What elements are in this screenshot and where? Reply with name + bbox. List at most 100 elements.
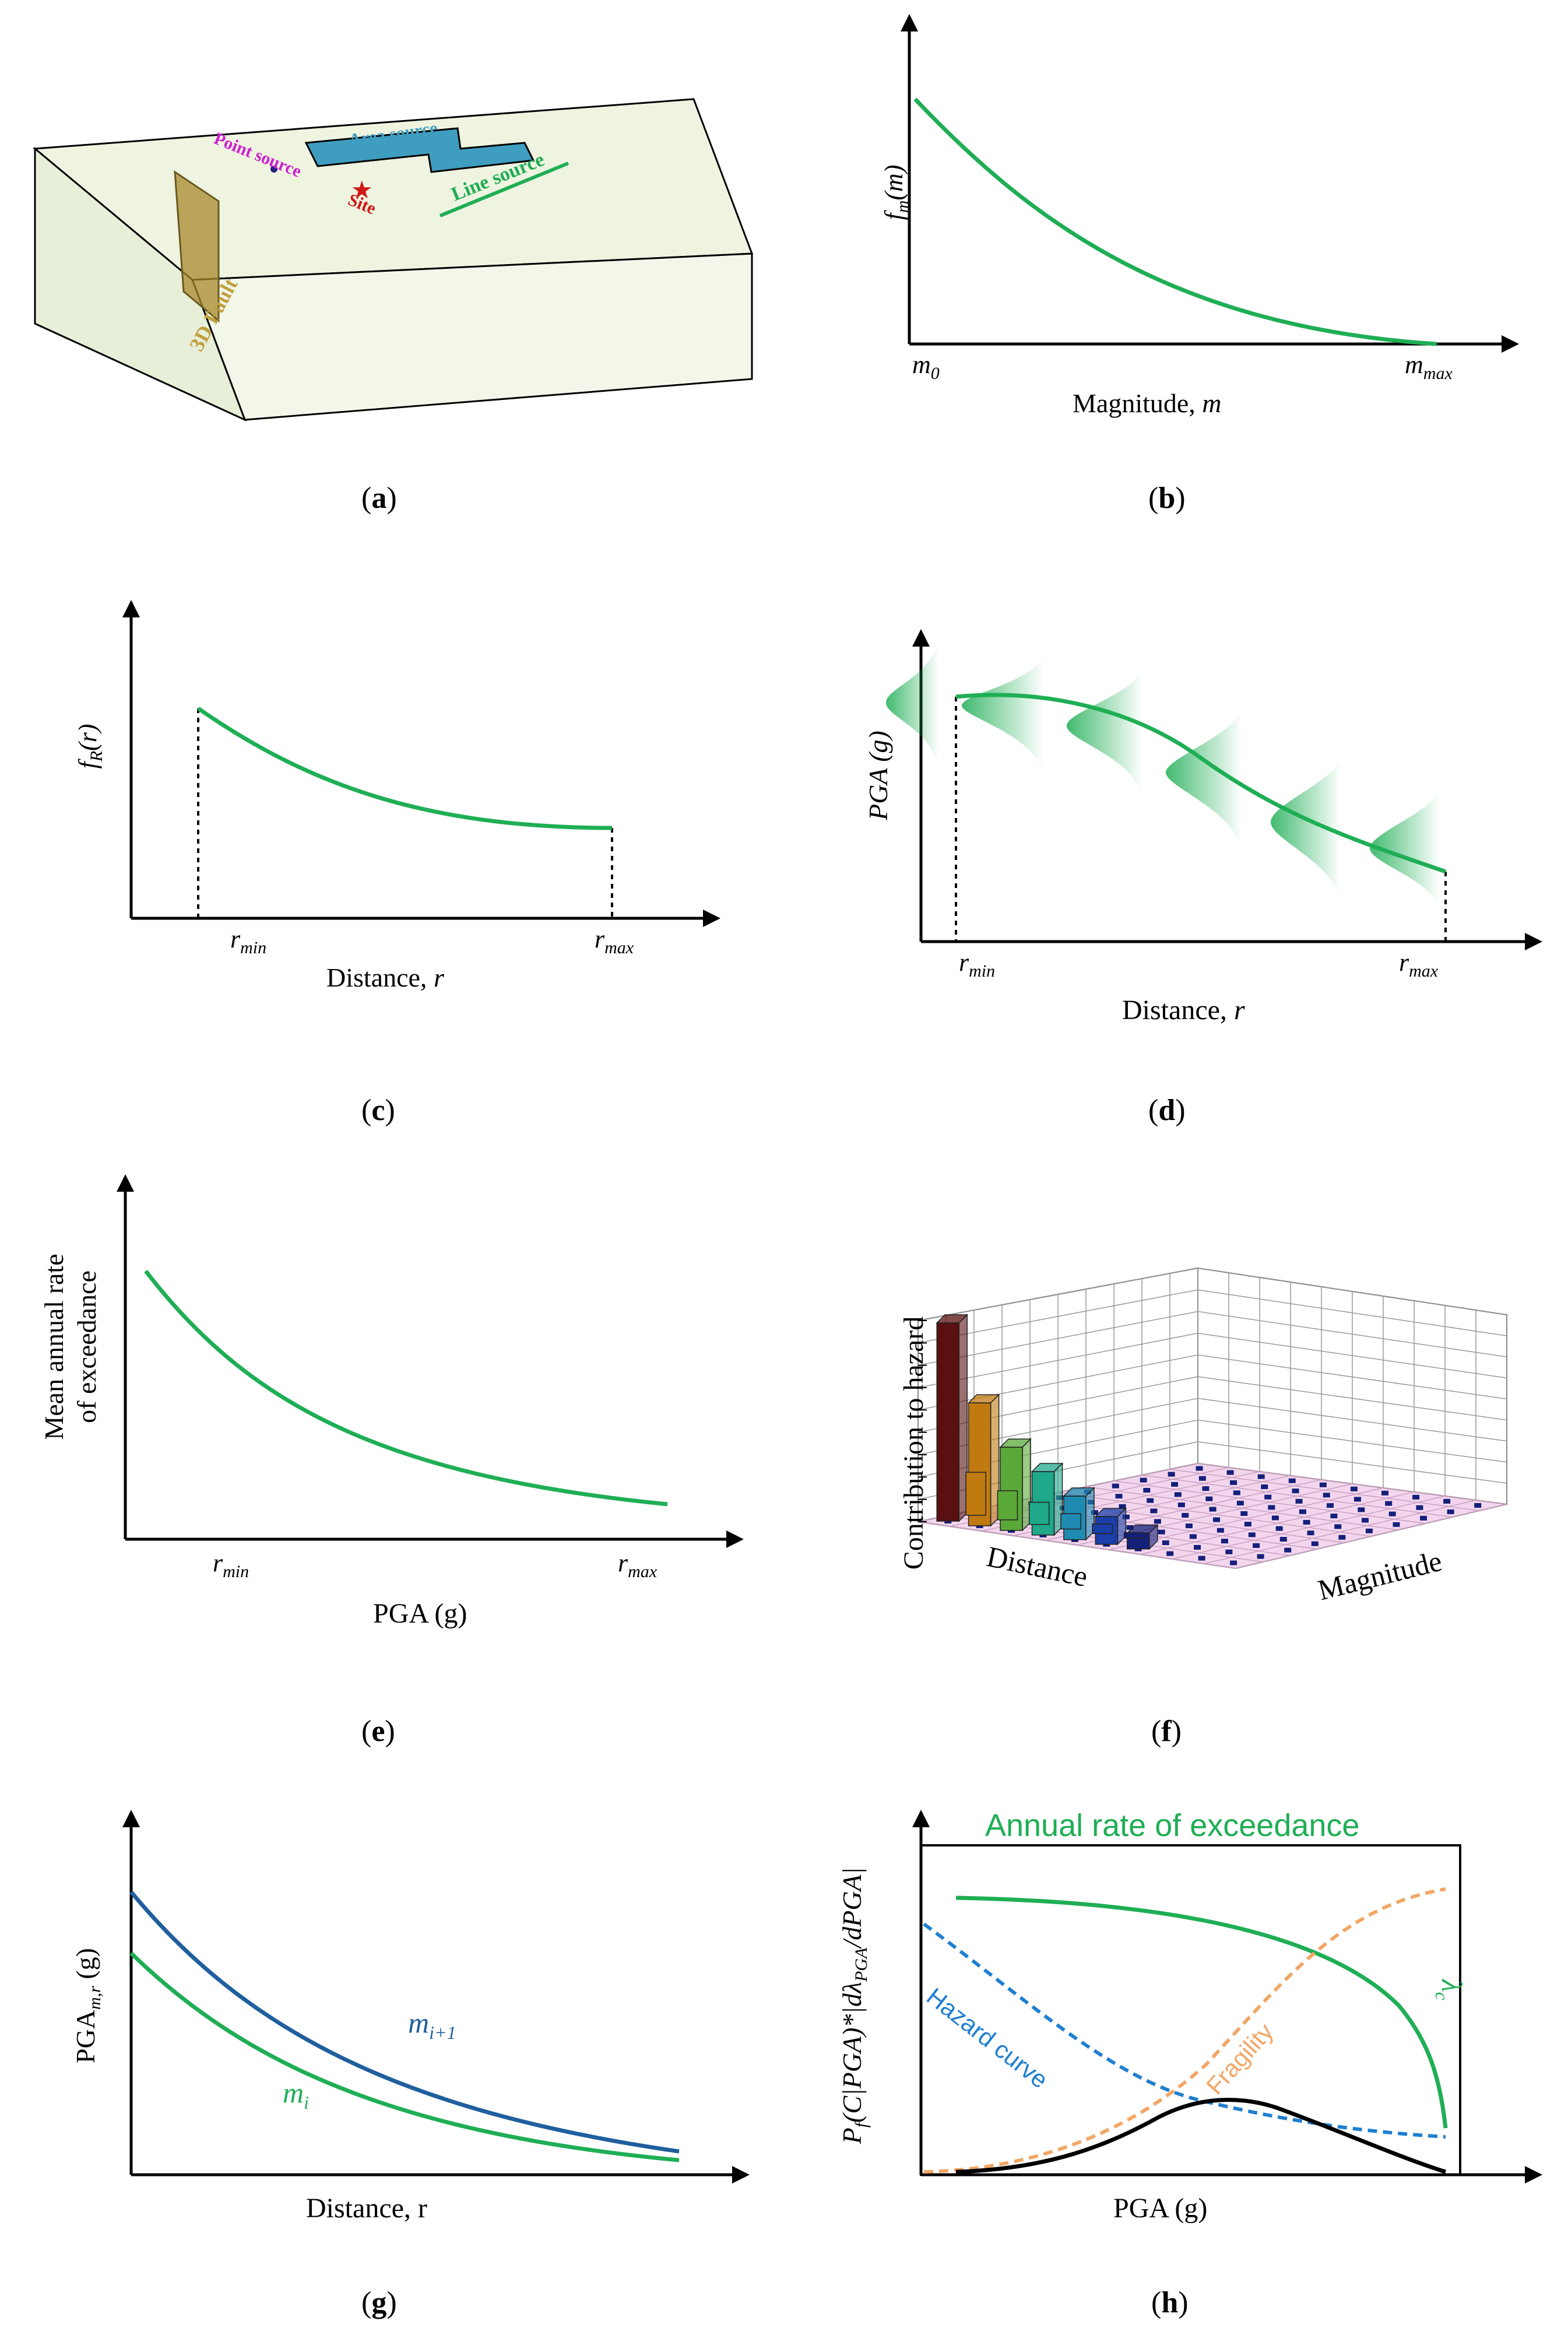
f-floor-cell-bar: [1202, 1486, 1210, 1491]
line-source-line: [439, 162, 569, 217]
f-floor-cell-bar: [1420, 1515, 1428, 1521]
d-x-end-label: rmax: [1399, 948, 1439, 981]
area-source-shape: [304, 127, 535, 173]
f-floor-cell-bar: [1162, 1540, 1169, 1546]
f-floor-cell-bar: [1126, 1525, 1134, 1530]
f-floor-cell-bar: [1393, 1522, 1400, 1527]
f-floor-cell-bar: [1358, 1507, 1365, 1512]
f-floor-cell-bar: [1115, 1494, 1123, 1499]
f-floor-cell-bar: [1205, 1496, 1213, 1501]
e-x-start-label: rmin: [213, 1549, 249, 1581]
f-floor-cell-bar: [1168, 1472, 1175, 1477]
caption-a: (a): [361, 482, 397, 515]
f-floor-cell-bar: [1217, 1528, 1224, 1533]
f-floor-cell-bar: [1385, 1501, 1393, 1506]
f-ylabel: Contribution to hazard: [898, 1316, 929, 1570]
f-floor-cell-bar: [1307, 1530, 1314, 1536]
point-source-dot-icon: [270, 166, 277, 173]
f-floor-cell-bar: [1253, 1543, 1260, 1548]
f-floor-cell-bar: [1323, 1493, 1330, 1498]
f-floor-cell-bar: [1365, 1528, 1373, 1533]
d-bell-5: [1271, 758, 1341, 901]
f-floor-cell-bar: [1230, 1480, 1237, 1485]
f-floor-cell-bar: [1271, 1515, 1279, 1521]
f-floor-cell-bar: [1416, 1505, 1423, 1510]
g-label-lower: mi: [283, 2076, 309, 2113]
panel-h: [912, 1810, 1542, 2183]
f-right-grid-hline: [1197, 1311, 1507, 1357]
f-floor-cell-bar: [1284, 1547, 1292, 1553]
f-bars: [936, 1314, 1159, 1550]
caption-d: (d): [1148, 1094, 1186, 1127]
e-ylabel: Mean annual rate of exceedance: [39, 1254, 101, 1440]
f-floor-grid-line: [1140, 1491, 1415, 1555]
f-floor-cell-bar: [1447, 1509, 1454, 1514]
b-xlabel: Magnitude, m: [1073, 388, 1222, 418]
h-title: Annual rate of exceedance: [985, 1808, 1360, 1843]
f-floor-cell-bar: [1257, 1554, 1264, 1559]
d-median-gmpe-curve: [955, 693, 1447, 874]
f-bar-secondary: [1123, 1532, 1145, 1539]
f-floor-cell-bar: [1189, 1534, 1197, 1539]
f-floor-cell-bar: [1147, 1498, 1154, 1503]
f-floor-cell-bar: [1174, 1492, 1182, 1497]
f-right-grid-hline: [1197, 1398, 1507, 1442]
f-bar-front: [936, 1322, 959, 1522]
caption-c: (c): [361, 1094, 395, 1127]
panel-e: [117, 1174, 744, 1548]
f-right-grid-hline: [1197, 1289, 1507, 1336]
box-front-face: [191, 252, 753, 421]
f-floor-cell-bar: [1233, 1490, 1240, 1496]
h-fragility-curve-dashed: [923, 1887, 1446, 2174]
h-frame: [920, 1844, 1461, 2176]
g-ylabel: PGAm,r (g): [71, 1948, 105, 2064]
c-ylabel: fR(r): [73, 724, 106, 769]
e-xlabel: PGA (g): [373, 1598, 467, 1629]
f-bar-secondary: [1060, 1513, 1081, 1530]
f-bar-side: [1149, 1523, 1158, 1550]
f-floor-cell-bar: [1295, 1498, 1303, 1504]
f-floor-cell-bar: [1209, 1507, 1217, 1512]
f-right-grid-hline: [1197, 1441, 1507, 1484]
b-x-start-label: m0: [912, 350, 940, 383]
f-floor-cell-bar: [1292, 1489, 1299, 1494]
panel-c: [122, 600, 720, 927]
f-floor-cell-bar: [1244, 1522, 1251, 1527]
f-floor-grid-line: [1169, 1469, 1480, 1511]
caption-b: (b): [1148, 482, 1186, 515]
f-floor-cell-bar: [1474, 1503, 1482, 1508]
f-bar-secondary: [997, 1490, 1018, 1521]
caption-e: (e): [361, 1715, 395, 1748]
f-floor-cell-bar: [1303, 1519, 1310, 1525]
f-floor-cell-bar: [1299, 1509, 1306, 1514]
f-floor-grid-line: [1141, 1475, 1453, 1518]
b-ylabel: fm(m): [880, 164, 912, 220]
f-floor-cell-bar: [1213, 1517, 1221, 1522]
b-magnitude-pdf-curve: [913, 97, 1437, 346]
f-floor-cell-bar: [1319, 1482, 1327, 1487]
c-x-start-label: rmin: [230, 925, 267, 957]
f-floor-cell-bar: [1221, 1539, 1228, 1544]
c-xlabel: Distance, r: [326, 963, 444, 992]
g-xlabel: Distance, r: [306, 2193, 427, 2224]
f-floor-cell-bar: [1334, 1524, 1342, 1529]
panel-f: [917, 1267, 1507, 1570]
f-right-grid-hline: [1197, 1376, 1507, 1421]
f-floor-grid-line: [1113, 1480, 1426, 1524]
f-floor-cell-bar: [1112, 1483, 1119, 1489]
f-floor-cell-bar: [1261, 1484, 1268, 1490]
site-star-icon: ★: [351, 175, 373, 204]
f-floor-cell-bar: [1143, 1488, 1151, 1493]
d-bell-3: [1067, 668, 1142, 799]
f-floor-cell-bar: [1268, 1505, 1275, 1510]
f-right-grid-hline: [1197, 1268, 1507, 1315]
d-bell-6: [1370, 790, 1440, 910]
h-lambda-label: λc: [1432, 1979, 1468, 2000]
f-floor-grid-line: [1172, 1496, 1446, 1560]
f-floor-cell-bar: [1198, 1476, 1206, 1481]
f-floor-cell-bar: [1198, 1556, 1205, 1561]
f-floor-cell-bar: [1226, 1470, 1234, 1475]
f-floor-cell-bar: [1257, 1474, 1265, 1479]
f-floor-cell-bar: [1225, 1549, 1233, 1554]
